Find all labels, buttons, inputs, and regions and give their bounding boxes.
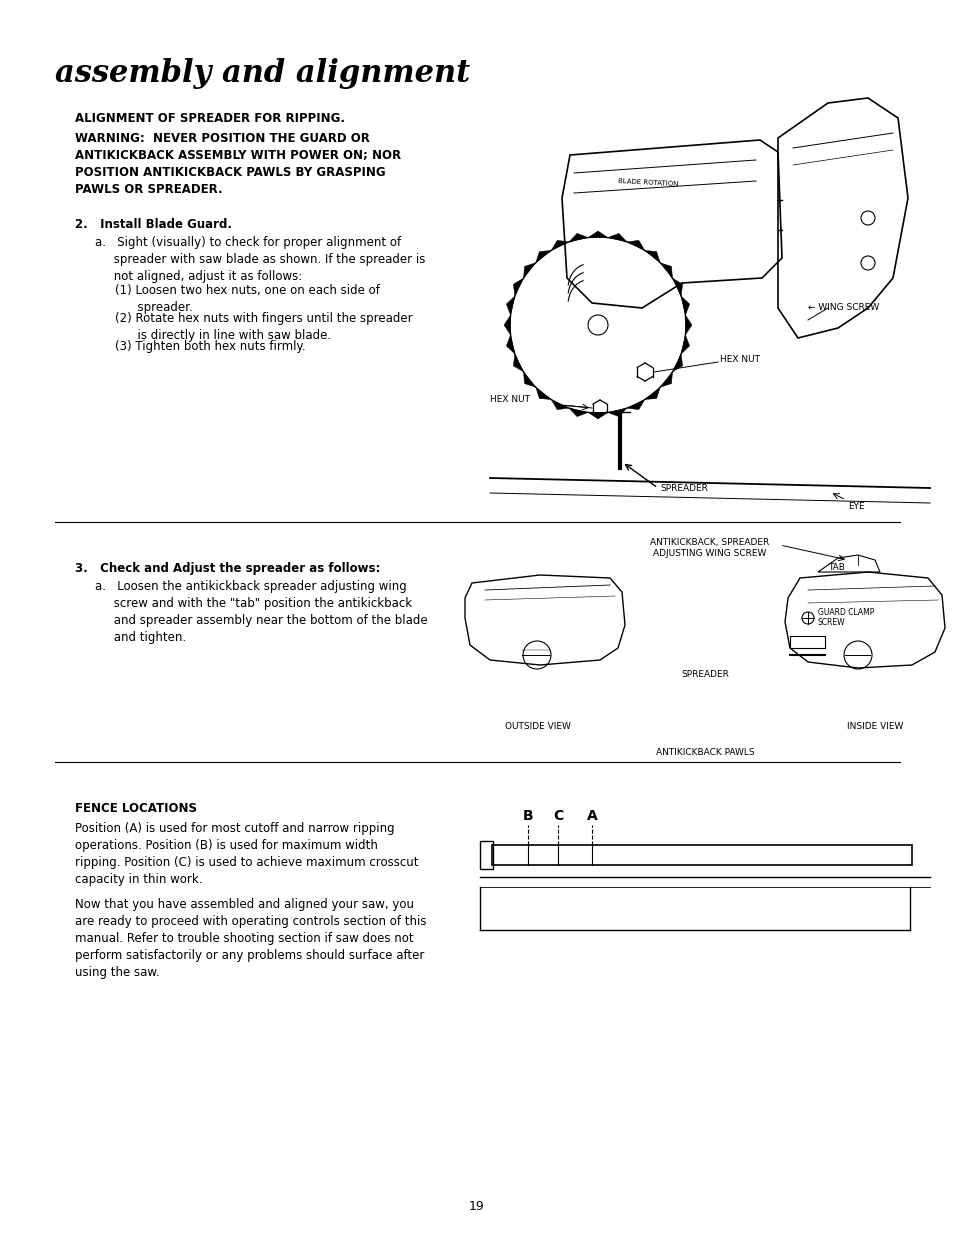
Polygon shape — [588, 413, 607, 419]
Text: WARNING:  NEVER POSITION THE GUARD OR
ANTIKICKBACK ASSEMBLY WITH POWER ON; NOR
P: WARNING: NEVER POSITION THE GUARD OR ANT… — [75, 132, 400, 197]
Text: ALIGNMENT OF SPREADER FOR RIPPING.: ALIGNMENT OF SPREADER FOR RIPPING. — [75, 112, 345, 125]
Text: B: B — [522, 810, 533, 823]
Text: a.   Loosen the antikickback spreader adjusting wing
     screw and with the "ta: a. Loosen the antikickback spreader adju… — [95, 580, 427, 644]
Text: SPREADER: SPREADER — [659, 485, 707, 493]
Polygon shape — [607, 408, 626, 417]
Polygon shape — [672, 278, 682, 295]
Polygon shape — [626, 399, 644, 409]
Polygon shape — [523, 263, 536, 278]
Polygon shape — [588, 231, 607, 237]
Text: A: A — [586, 810, 597, 823]
Bar — [789, 637, 824, 648]
Text: EYE: EYE — [847, 502, 863, 510]
Text: OUTSIDE VIEW: OUTSIDE VIEW — [504, 722, 570, 730]
Polygon shape — [568, 234, 588, 242]
Polygon shape — [626, 240, 644, 251]
Text: BLADE ROTATION: BLADE ROTATION — [617, 178, 678, 188]
Text: FENCE LOCATIONS: FENCE LOCATIONS — [75, 802, 196, 815]
Polygon shape — [672, 353, 682, 372]
Polygon shape — [659, 263, 672, 278]
Text: 2.   Install Blade Guard.: 2. Install Blade Guard. — [75, 218, 232, 231]
Text: ← WING SCREW: ← WING SCREW — [807, 304, 879, 313]
Polygon shape — [659, 372, 672, 387]
Text: Position (A) is used for most cutoff and narrow ripping
operations. Position (B): Position (A) is used for most cutoff and… — [75, 822, 418, 886]
Polygon shape — [523, 372, 536, 387]
Text: SPREADER: SPREADER — [680, 670, 728, 679]
Polygon shape — [503, 315, 510, 335]
Text: C: C — [553, 810, 562, 823]
Text: ANTIKICKBACK, SPREADER
ADJUSTING WING SCREW: ANTIKICKBACK, SPREADER ADJUSTING WING SC… — [650, 538, 769, 559]
Polygon shape — [644, 387, 659, 399]
Polygon shape — [513, 353, 523, 372]
Polygon shape — [551, 399, 568, 409]
Text: a.   Sight (visually) to check for proper alignment of
     spreader with saw bl: a. Sight (visually) to check for proper … — [95, 236, 425, 283]
Polygon shape — [568, 408, 588, 417]
Polygon shape — [506, 295, 515, 315]
Bar — [492, 845, 911, 865]
Text: GUARD CLAMP
SCREW: GUARD CLAMP SCREW — [817, 608, 874, 628]
Polygon shape — [644, 251, 659, 263]
Polygon shape — [680, 295, 689, 315]
Polygon shape — [513, 278, 523, 295]
Polygon shape — [536, 251, 551, 263]
Text: HEX NUT: HEX NUT — [720, 356, 760, 365]
Text: 3.   Check and Adjust the spreader as follows:: 3. Check and Adjust the spreader as foll… — [75, 562, 380, 575]
Text: Now that you have assembled and aligned your saw, you
are ready to proceed with : Now that you have assembled and aligned … — [75, 899, 426, 979]
Polygon shape — [680, 335, 689, 353]
Text: ANTIKICKBACK PAWLS: ANTIKICKBACK PAWLS — [655, 748, 754, 756]
Polygon shape — [684, 315, 691, 335]
Bar — [479, 840, 493, 869]
Polygon shape — [506, 335, 515, 353]
Text: (2) Rotate hex nuts with fingers until the spreader
      is directly in line wi: (2) Rotate hex nuts with fingers until t… — [115, 311, 413, 342]
Text: INSIDE VIEW: INSIDE VIEW — [846, 722, 902, 730]
Text: (1) Loosen two hex nuts, one on each side of
      spreader.: (1) Loosen two hex nuts, one on each sid… — [115, 284, 379, 314]
Text: assembly and alignment: assembly and alignment — [55, 58, 470, 89]
Text: TAB: TAB — [827, 564, 844, 572]
Text: 19: 19 — [469, 1200, 484, 1213]
Text: (3) Tighten both hex nuts firmly.: (3) Tighten both hex nuts firmly. — [115, 340, 305, 353]
Text: HEX NUT: HEX NUT — [490, 394, 530, 403]
Polygon shape — [551, 240, 568, 251]
Polygon shape — [536, 387, 551, 399]
Polygon shape — [607, 234, 626, 242]
